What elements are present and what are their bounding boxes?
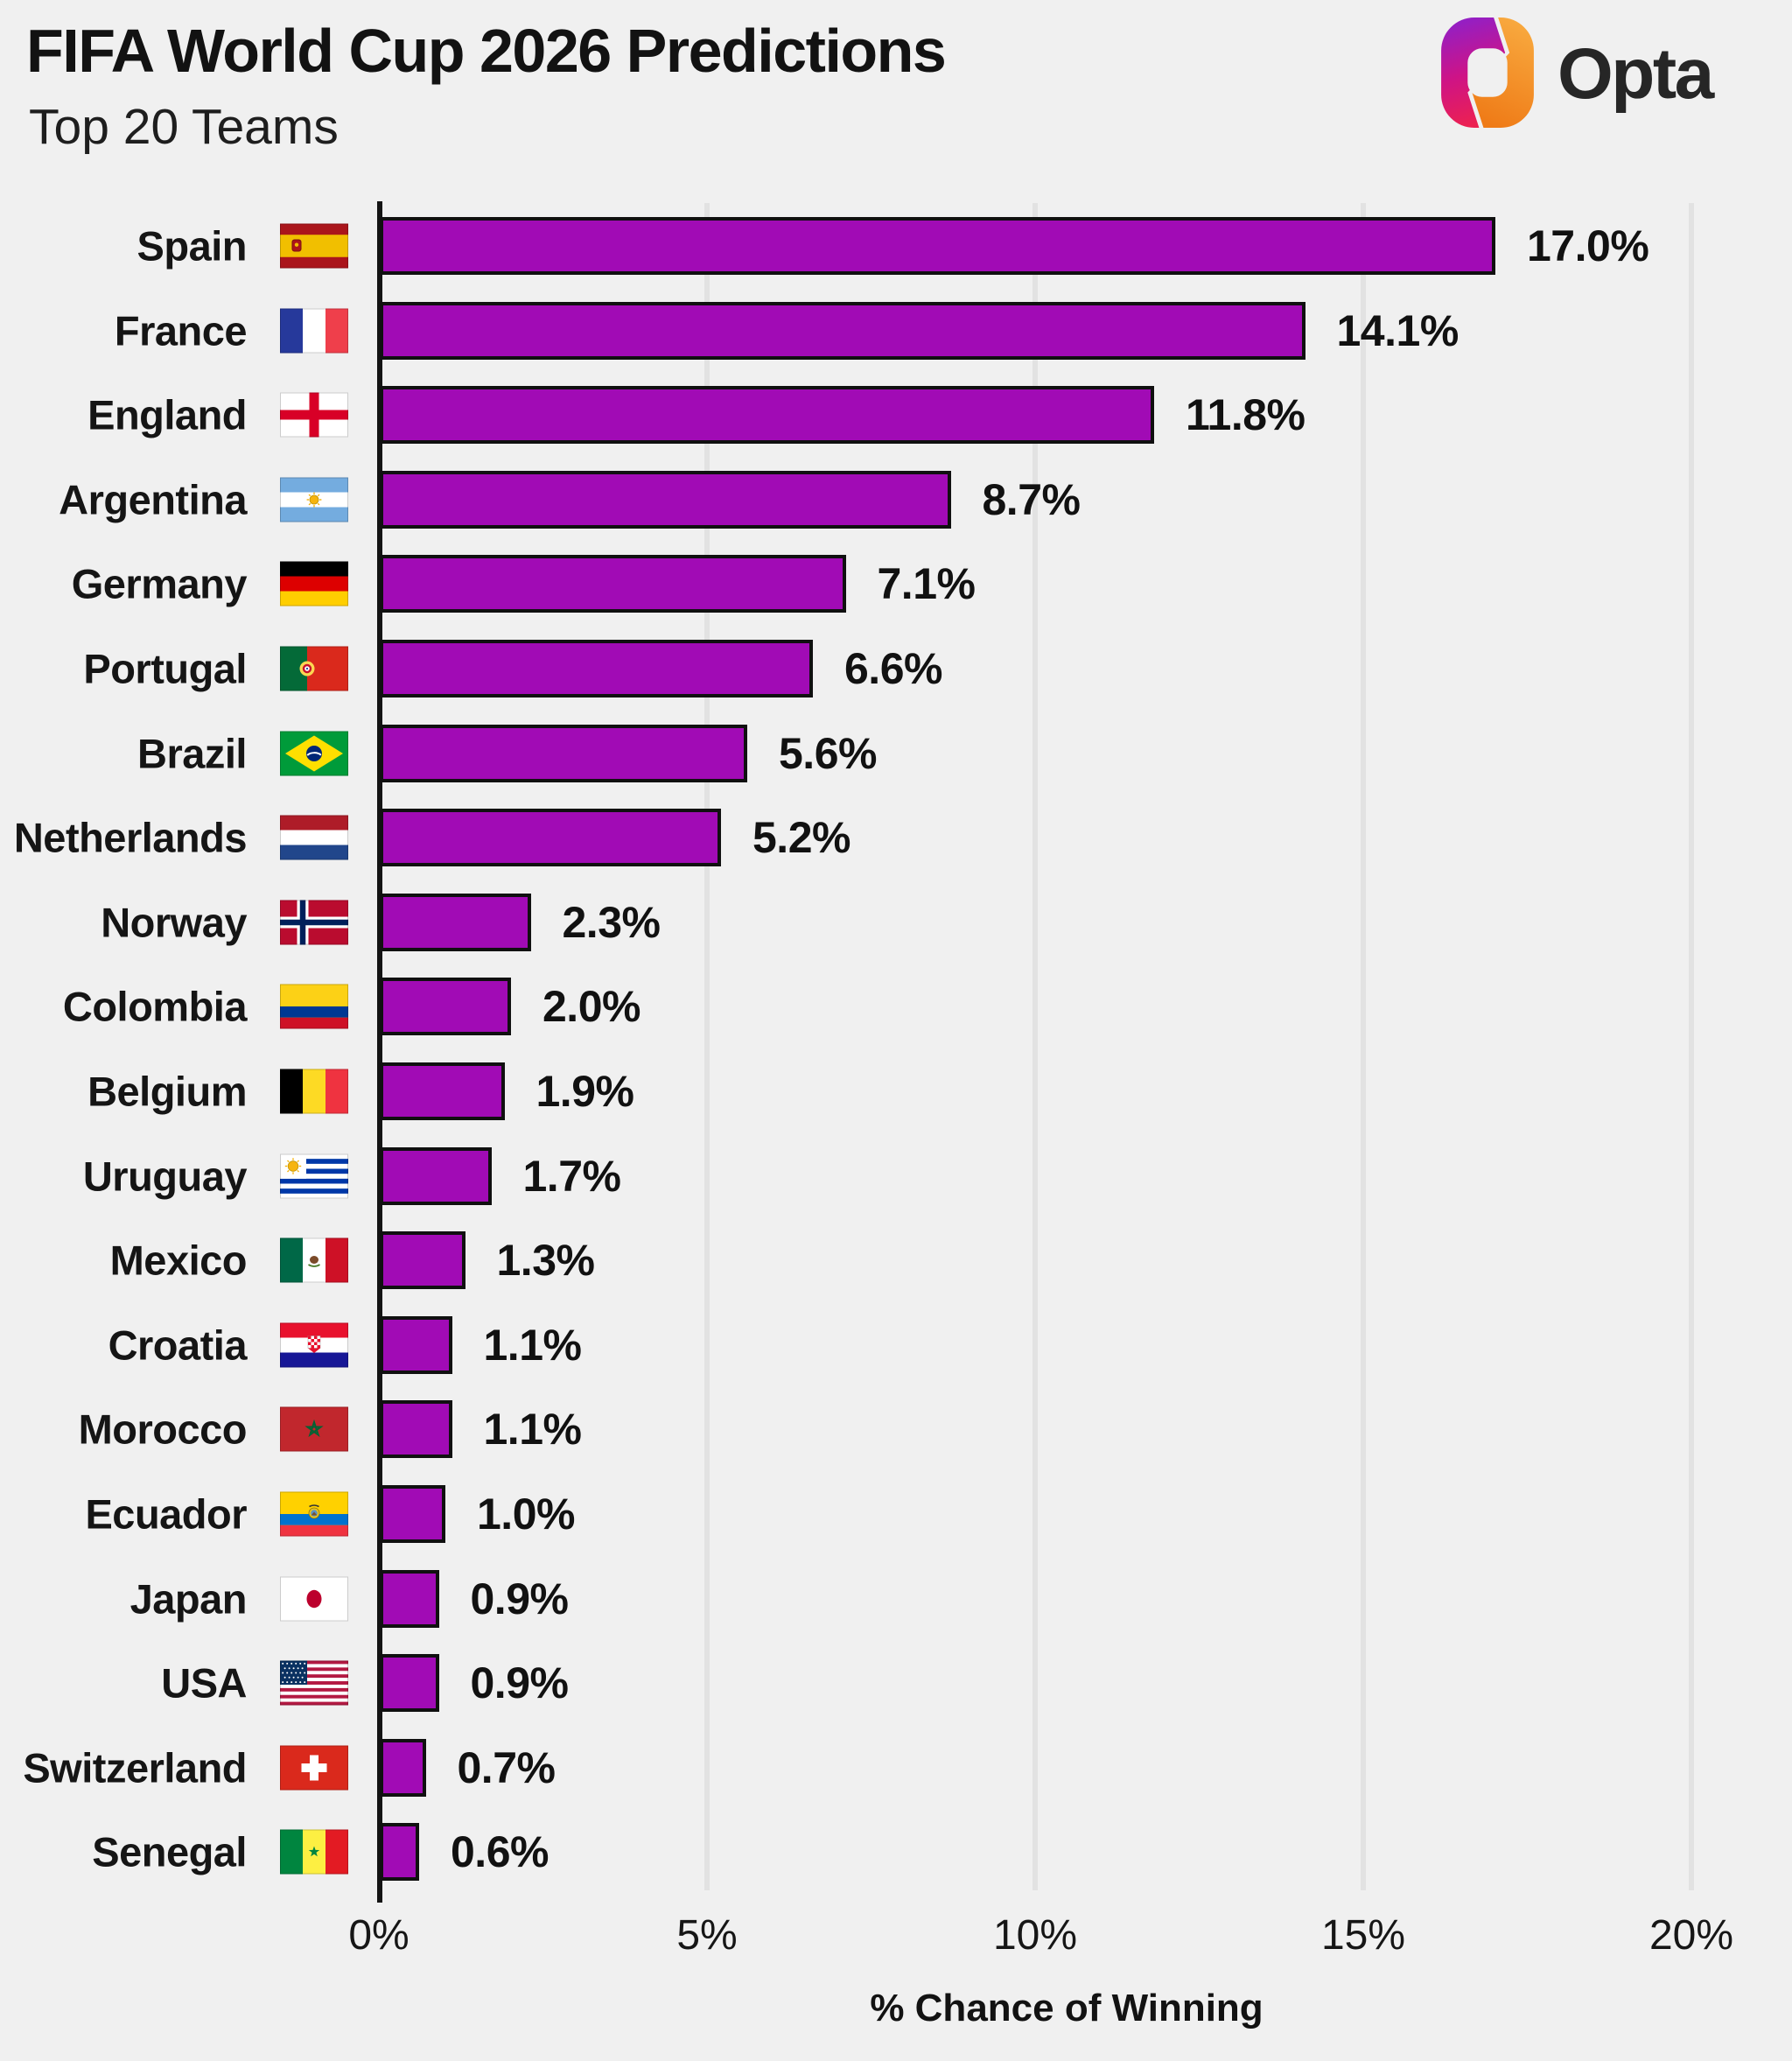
team-label-switzerland: Switzerland [23,1744,247,1791]
value-label-spain: 17.0% [1527,221,1649,270]
bar-germany [380,555,846,613]
value-label-norway: 2.3% [562,897,661,947]
team-label-senegal: Senegal [92,1828,247,1875]
value-label-germany: 7.1% [877,559,976,609]
chart-title: FIFA World Cup 2026 Predictions [26,17,947,85]
team-label-norway: Norway [101,899,247,946]
team-label-belgium: Belgium [88,1068,247,1115]
value-label-colombia: 2.0% [542,982,640,1032]
gridline-5% [704,203,710,1890]
bar-belgium [380,1062,505,1120]
team-label-ecuador: Ecuador [85,1490,247,1538]
bar-morocco [380,1400,452,1459]
x-tick-15%: 15% [1320,1912,1406,1959]
value-label-belgium: 1.9% [536,1067,634,1116]
team-label-england: England [88,391,247,438]
flag-croatia-icon [280,1322,348,1368]
team-label-uruguay: Uruguay [82,1153,248,1200]
team-label-netherlands: Netherlands [13,814,248,861]
bar-brazil [380,724,747,782]
team-label-brazil: Brazil [137,730,248,777]
flag-germany-icon [280,561,348,606]
flag-spain-icon [280,223,348,269]
flag-england-icon [280,392,348,438]
y-axis-line [377,201,382,1903]
team-label-france: France [114,307,248,354]
bar-croatia [380,1315,452,1374]
bar-ecuador [380,1485,445,1543]
opta-logo-icon [1441,18,1534,128]
flag-france-icon [280,308,348,354]
value-label-ecuador: 1.0% [477,1490,575,1539]
flag-switzerland-icon [280,1745,348,1791]
value-label-japan: 0.9% [470,1574,569,1623]
value-label-morocco: 1.1% [483,1405,582,1455]
opta-logo-text: Opta [1558,34,1714,114]
bar-uruguay [380,1146,492,1205]
bar-norway [380,893,531,951]
flag-colombia-icon [280,984,348,1029]
value-label-france: 14.1% [1336,305,1460,355]
value-label-uruguay: 1.7% [522,1151,621,1201]
bar-argentina [380,470,951,529]
chart-subtitle: Top 20 Teams [29,99,339,155]
team-label-croatia: Croatia [108,1321,248,1369]
value-label-usa: 0.9% [470,1658,569,1708]
value-label-netherlands: 5.2% [752,813,850,863]
bar-england [380,386,1154,445]
bar-switzerland [380,1738,426,1797]
value-label-mexico: 1.3% [496,1236,595,1286]
flag-usa-icon [280,1660,348,1706]
flag-mexico-icon [280,1237,348,1283]
bar-usa [380,1654,439,1713]
team-label-japan: Japan [130,1575,248,1623]
bar-senegal [380,1823,419,1882]
team-label-argentina: Argentina [59,476,247,523]
flag-netherlands-icon [280,815,348,860]
bar-portugal [380,640,813,698]
team-label-spain: Spain [136,222,248,270]
x-tick-20%: 20% [1648,1912,1734,1959]
flag-portugal-icon [280,646,348,691]
value-label-switzerland: 0.7% [457,1742,556,1792]
flag-morocco-icon [280,1406,348,1452]
value-label-brazil: 5.6% [779,728,877,778]
gridline-10% [1032,203,1038,1890]
team-label-mexico: Mexico [109,1237,248,1284]
bar-mexico [380,1231,466,1290]
flag-brazil-icon [280,731,348,776]
team-label-germany: Germany [71,560,248,607]
flag-senegal-icon [280,1829,348,1875]
bar-japan [380,1569,439,1628]
flag-argentina-icon [280,477,348,522]
bar-netherlands [380,809,721,867]
team-label-usa: USA [161,1659,247,1707]
value-label-senegal: 0.6% [451,1827,549,1877]
x-tick-10%: 10% [992,1912,1078,1959]
team-label-colombia: Colombia [62,983,248,1030]
bar-france [380,301,1306,360]
x-tick-0%: 0% [348,1912,410,1959]
gridline-20% [1689,203,1694,1890]
flag-ecuador-icon [280,1491,348,1537]
flag-norway-icon [280,900,348,945]
gridline-15% [1361,203,1366,1890]
x-tick-5%: 5% [676,1912,738,1959]
team-label-morocco: Morocco [78,1406,248,1453]
opta-brand: Opta [1440,18,1714,128]
team-label-portugal: Portugal [83,645,247,692]
x-axis-title: % Chance of Winning [870,1987,1264,2029]
value-label-croatia: 1.1% [483,1320,582,1370]
value-label-england: 11.8% [1186,390,1306,440]
value-label-portugal: 6.6% [844,644,942,693]
bar-colombia [380,978,511,1036]
flag-japan-icon [280,1576,348,1622]
value-label-argentina: 8.7% [982,474,1081,524]
flag-belgium-icon [280,1069,348,1114]
flag-uruguay-icon [280,1153,348,1199]
bar-spain [380,217,1495,275]
